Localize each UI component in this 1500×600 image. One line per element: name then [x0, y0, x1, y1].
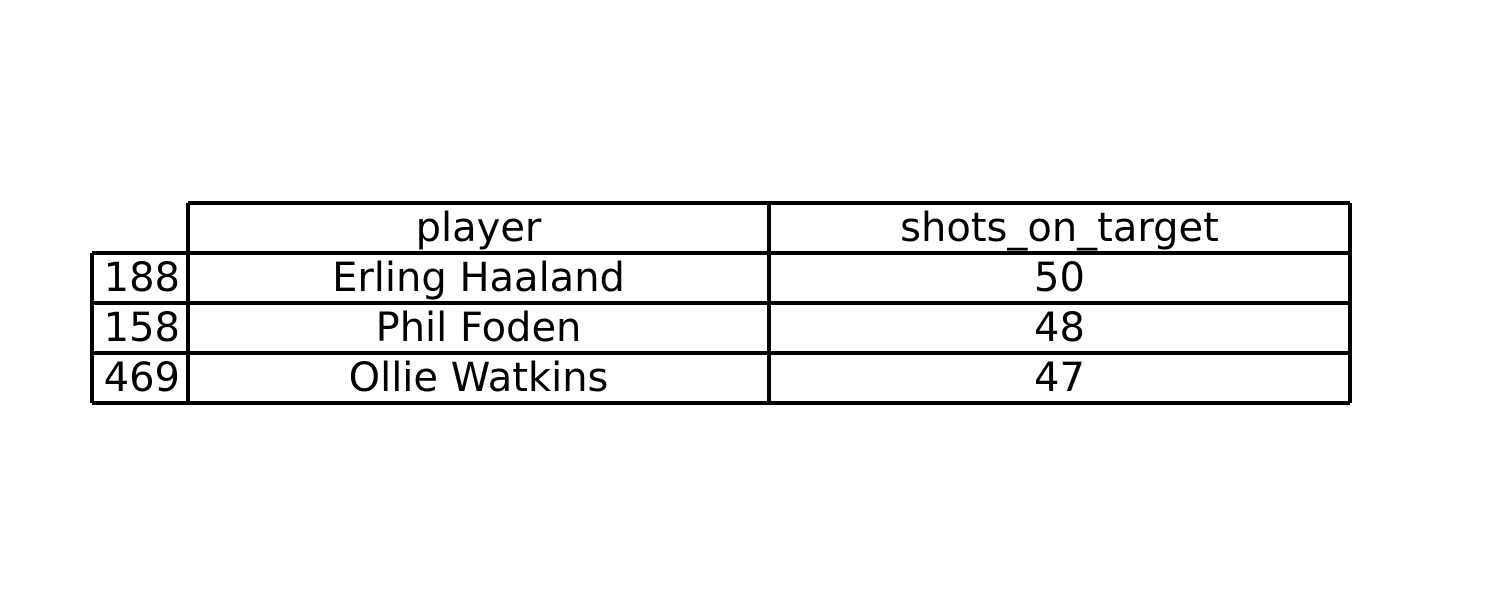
table-cell: 50 — [1034, 255, 1085, 301]
column-header: player — [416, 205, 542, 251]
table-cell: 47 — [1034, 355, 1085, 401]
table-cell: Phil Foden — [376, 305, 582, 351]
table-text: player shots_on_target 188 Erling Haaland 50… — [104, 205, 1219, 401]
row-index-label: 158 — [104, 305, 180, 351]
table-grid — [90, 201, 1352, 405]
table-cell: Erling Haaland — [332, 255, 625, 301]
column-header: shots_on_target — [900, 205, 1219, 251]
table-cell: Ollie Watkins — [349, 355, 609, 401]
row-index-label: 469 — [104, 355, 180, 401]
row-index-label: 188 — [104, 255, 180, 301]
table-cell: 48 — [1034, 305, 1085, 351]
